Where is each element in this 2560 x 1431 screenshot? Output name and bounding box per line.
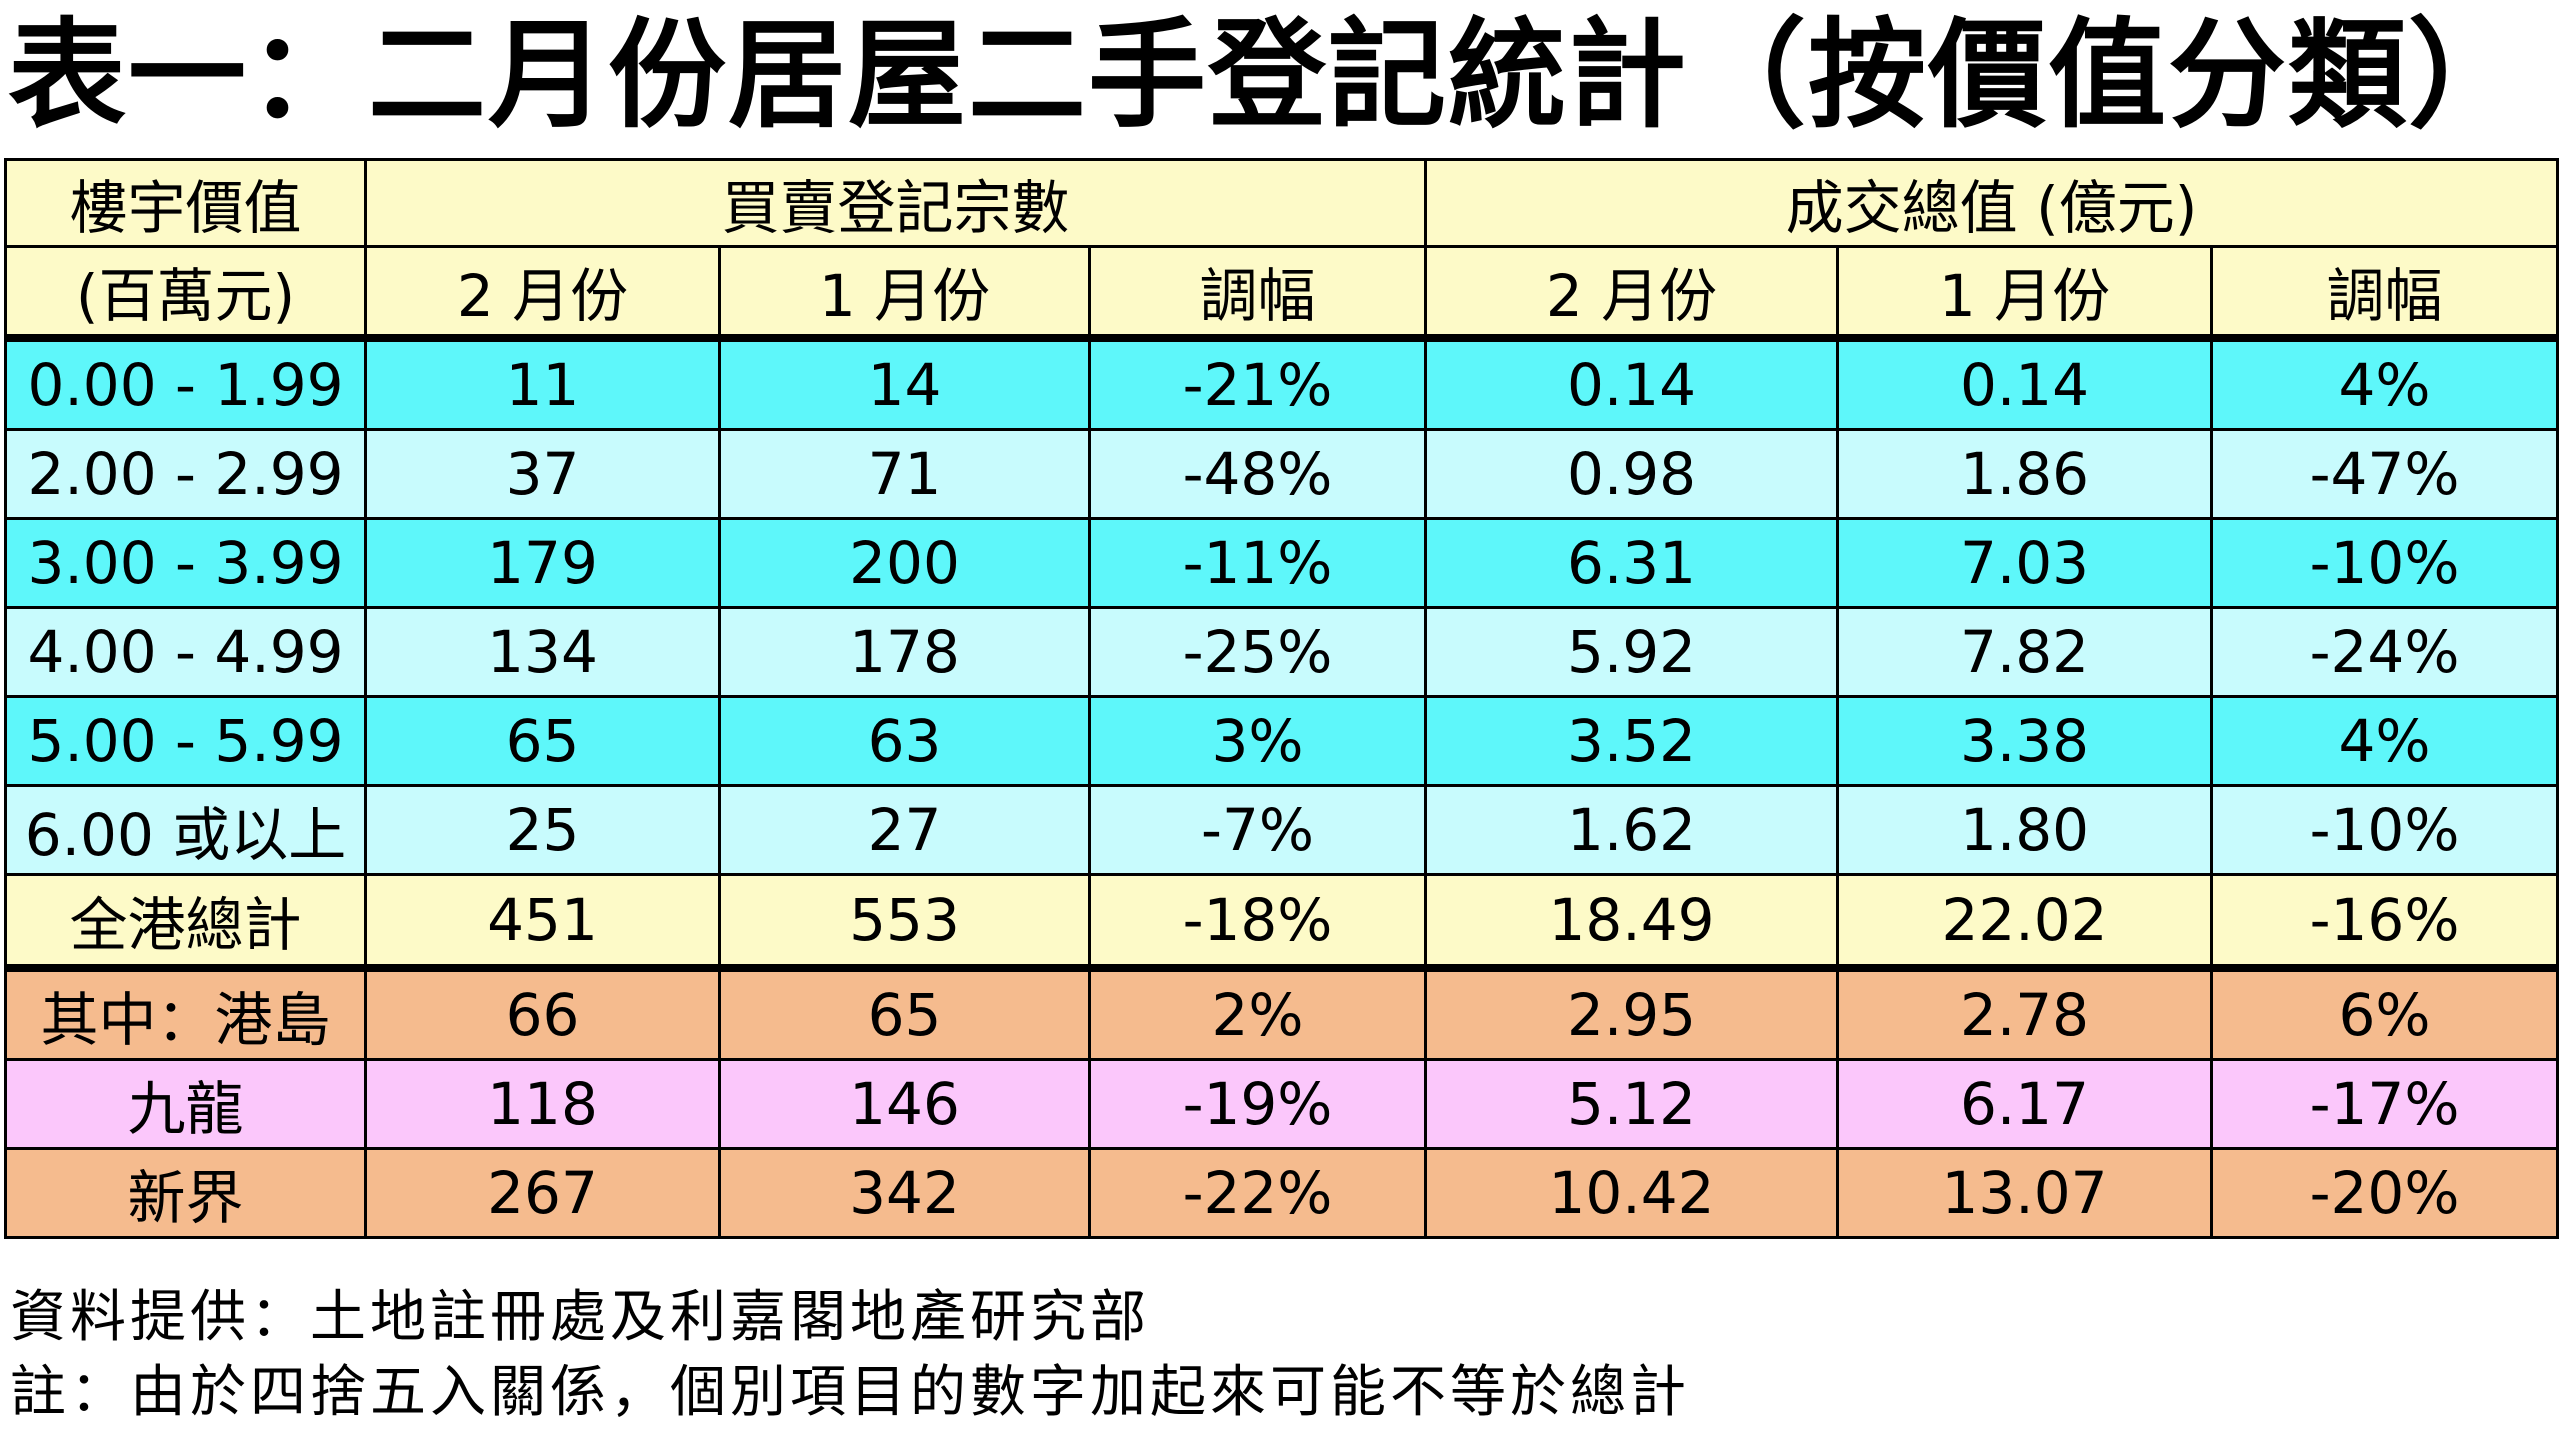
value-change-header: 調幅: [2210, 245, 2560, 342]
value-change-cell: 4%: [2210, 695, 2560, 787]
count-change-cell: 2%: [1087, 966, 1428, 1061]
value-unit-header: (百萬元): [4, 245, 367, 342]
value-column-header: 樓宇價值: [4, 158, 367, 248]
value-feb-header: 2 月份: [1424, 245, 1840, 342]
count-feb-cell: 267: [364, 1147, 721, 1239]
value-feb-cell: 2.95: [1424, 966, 1840, 1061]
region-label-cell: 其中：港島: [4, 966, 367, 1061]
value-feb-cell: 10.42: [1424, 1147, 1840, 1239]
total-row: 全港總計 451 553 -18% 18.49 22.02 -16%: [4, 873, 2560, 972]
value-jan-cell: 22.02: [1836, 873, 2214, 972]
value-change-cell: -24%: [2210, 606, 2560, 698]
count-feb-cell: 66: [364, 966, 721, 1061]
count-feb-cell: 25: [364, 784, 721, 876]
value-jan-cell: 7.03: [1836, 517, 2214, 609]
count-feb-cell: 451: [364, 873, 721, 972]
count-change-cell: -22%: [1087, 1147, 1428, 1239]
value-jan-cell: 6.17: [1836, 1058, 2214, 1150]
count-change-cell: -48%: [1087, 428, 1428, 520]
stats-table: 樓宇價值 買賣登記宗數 成交總值 (億元) (百萬元) 2 月份 1 月份 調幅…: [4, 158, 2560, 1239]
value-jan-cell: 1.86: [1836, 428, 2214, 520]
count-jan-header: 1 月份: [718, 245, 1091, 342]
price-range-cell: 3.00 - 3.99: [4, 517, 367, 609]
table-row: 6.00 或以上 25 27 -7% 1.62 1.80 -10%: [4, 784, 2560, 876]
price-range-cell: 4.00 - 4.99: [4, 606, 367, 698]
count-change-header: 調幅: [1087, 245, 1428, 342]
value-change-cell: -16%: [2210, 873, 2560, 972]
count-jan-cell: 27: [718, 784, 1091, 876]
count-jan-cell: 71: [718, 428, 1091, 520]
count-group-header: 買賣登記宗數: [363, 158, 1428, 248]
table-row: 5.00 - 5.99 65 63 3% 3.52 3.38 4%: [4, 695, 2560, 787]
region-row-hk-island: 其中：港島 66 65 2% 2.95 2.78 6%: [4, 966, 2560, 1061]
count-feb-header: 2 月份: [364, 245, 721, 342]
price-range-cell: 5.00 - 5.99: [4, 695, 367, 787]
value-feb-cell: 3.52: [1424, 695, 1840, 787]
count-feb-cell: 179: [364, 517, 721, 609]
rounding-remark: 註：由於四捨五入關係，個別項目的數字加起來可能不等於總計: [10, 1360, 1690, 1425]
value-change-cell: 6%: [2210, 966, 2560, 1061]
table-row: 3.00 - 3.99 179 200 -11% 6.31 7.03 -10%: [4, 517, 2560, 609]
total-label-cell: 全港總計: [4, 873, 367, 972]
value-feb-cell: 1.62: [1424, 784, 1840, 876]
value-jan-cell: 13.07: [1836, 1147, 2214, 1239]
count-jan-cell: 65: [718, 966, 1091, 1061]
count-feb-cell: 11: [364, 336, 721, 431]
count-jan-cell: 178: [718, 606, 1091, 698]
region-row-new-territories: 新界 267 342 -22% 10.42 13.07 -20%: [4, 1147, 2560, 1239]
value-change-cell: -20%: [2210, 1147, 2560, 1239]
value-jan-header: 1 月份: [1836, 245, 2214, 342]
table-row: 4.00 - 4.99 134 178 -25% 5.92 7.82 -24%: [4, 606, 2560, 698]
header-row-2: (百萬元) 2 月份 1 月份 調幅 2 月份 1 月份 調幅: [4, 245, 2560, 342]
count-jan-cell: 200: [718, 517, 1091, 609]
price-range-cell: 0.00 - 1.99: [4, 336, 367, 431]
region-label-cell: 九龍: [4, 1058, 367, 1150]
price-range-cell: 6.00 或以上: [4, 784, 367, 876]
value-feb-cell: 5.92: [1424, 606, 1840, 698]
count-change-cell: -11%: [1087, 517, 1428, 609]
count-change-cell: -19%: [1087, 1058, 1428, 1150]
count-change-cell: -21%: [1087, 336, 1428, 431]
value-jan-cell: 7.82: [1836, 606, 2214, 698]
value-jan-cell: 1.80: [1836, 784, 2214, 876]
count-feb-cell: 37: [364, 428, 721, 520]
value-feb-cell: 0.98: [1424, 428, 1840, 520]
count-feb-cell: 118: [364, 1058, 721, 1150]
count-jan-cell: 553: [718, 873, 1091, 972]
value-jan-cell: 3.38: [1836, 695, 2214, 787]
region-label-cell: 新界: [4, 1147, 367, 1239]
count-jan-cell: 14: [718, 336, 1091, 431]
value-feb-cell: 18.49: [1424, 873, 1840, 972]
count-change-cell: -7%: [1087, 784, 1428, 876]
value-change-cell: 4%: [2210, 336, 2560, 431]
value-feb-cell: 6.31: [1424, 517, 1840, 609]
price-range-cell: 2.00 - 2.99: [4, 428, 367, 520]
header-row-1: 樓宇價值 買賣登記宗數 成交總值 (億元): [4, 158, 2560, 248]
count-jan-cell: 63: [718, 695, 1091, 787]
value-feb-cell: 5.12: [1424, 1058, 1840, 1150]
page-title: 表一：二月份居屋二手登記統計（按價值分類）: [8, 6, 2529, 144]
value-feb-cell: 0.14: [1424, 336, 1840, 431]
region-row-kowloon: 九龍 118 146 -19% 5.12 6.17 -17%: [4, 1058, 2560, 1150]
count-change-cell: -25%: [1087, 606, 1428, 698]
value-change-cell: -10%: [2210, 784, 2560, 876]
count-change-cell: 3%: [1087, 695, 1428, 787]
count-feb-cell: 134: [364, 606, 721, 698]
count-feb-cell: 65: [364, 695, 721, 787]
value-change-cell: -10%: [2210, 517, 2560, 609]
count-change-cell: -18%: [1087, 873, 1428, 972]
count-jan-cell: 146: [718, 1058, 1091, 1150]
value-group-header: 成交總值 (億元): [1424, 158, 2560, 248]
value-jan-cell: 0.14: [1836, 336, 2214, 431]
table-row: 2.00 - 2.99 37 71 -48% 0.98 1.86 -47%: [4, 428, 2560, 520]
table-row: 0.00 - 1.99 11 14 -21% 0.14 0.14 4%: [4, 336, 2560, 431]
source-note: 資料提供：土地註冊處及利嘉閣地產研究部: [10, 1285, 1150, 1350]
value-jan-cell: 2.78: [1836, 966, 2214, 1061]
value-change-cell: -17%: [2210, 1058, 2560, 1150]
count-jan-cell: 342: [718, 1147, 1091, 1239]
value-change-cell: -47%: [2210, 428, 2560, 520]
